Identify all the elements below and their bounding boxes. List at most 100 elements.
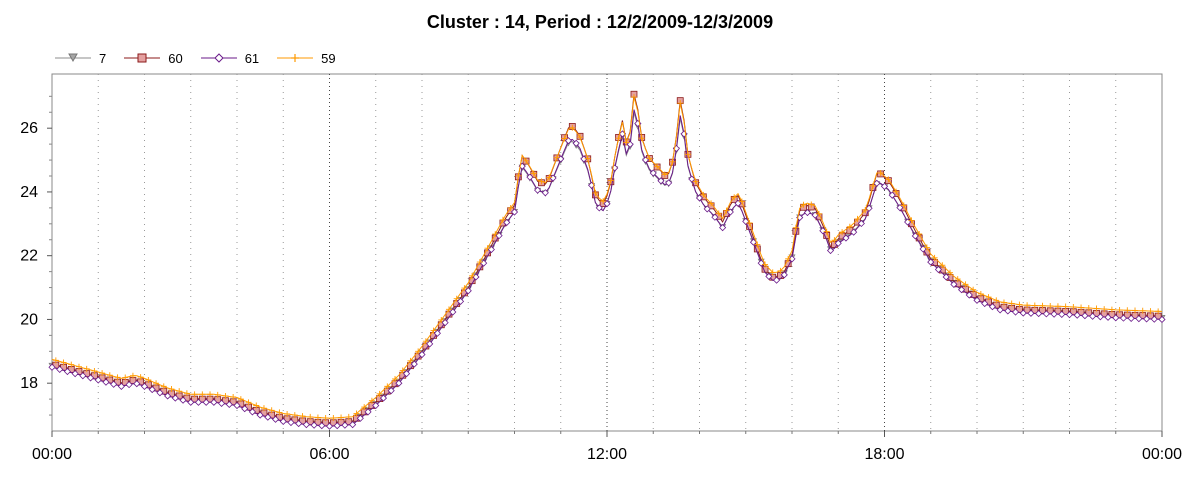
series-point-59 xyxy=(877,169,884,176)
series-point-61 xyxy=(595,204,603,212)
series-point-61 xyxy=(148,385,156,394)
series-point-59 xyxy=(916,231,923,238)
series-point-61 xyxy=(996,306,1004,314)
series-point-59 xyxy=(723,207,730,214)
series-point-61 xyxy=(48,363,56,371)
series-point-61 xyxy=(819,227,827,235)
series-point-61 xyxy=(202,398,210,406)
series-point-61 xyxy=(364,408,372,416)
series-point-59 xyxy=(60,359,67,366)
series-point-61 xyxy=(225,400,233,409)
series-point-59 xyxy=(985,294,992,301)
series-point-59 xyxy=(461,285,468,292)
series-point-61 xyxy=(387,387,395,395)
series-point-61 xyxy=(950,280,958,288)
series-point-59 xyxy=(815,210,822,217)
series-point-61 xyxy=(495,232,503,240)
series-point-61 xyxy=(1158,315,1166,324)
series-point-59 xyxy=(584,155,591,162)
series-point-61 xyxy=(958,286,966,294)
series-point-61 xyxy=(603,200,611,208)
series-point-59 xyxy=(1016,301,1023,308)
series-point-59 xyxy=(600,198,607,205)
legend-swatch-61 xyxy=(200,53,237,63)
series-point-61 xyxy=(1081,312,1089,320)
series-point-61 xyxy=(110,380,118,388)
plot-area xyxy=(51,73,1163,432)
series-point-59 xyxy=(330,414,337,421)
series-point-59 xyxy=(708,200,715,207)
series-point-59 xyxy=(91,367,98,374)
series-point-61 xyxy=(626,140,634,148)
series-point-59 xyxy=(176,388,183,395)
series-point-59 xyxy=(862,206,869,213)
series-point-61 xyxy=(1096,313,1104,321)
series-point-61 xyxy=(703,205,711,213)
series-point-59 xyxy=(114,374,121,381)
series-point-59 xyxy=(484,245,491,252)
series-point-61 xyxy=(56,365,64,373)
legend-item-60: 60 xyxy=(124,51,183,66)
series-point-59 xyxy=(1024,302,1031,309)
series-point-61 xyxy=(464,287,472,295)
series-point-61 xyxy=(1104,313,1112,321)
series-point-61 xyxy=(287,418,295,427)
series-point-59 xyxy=(684,151,691,158)
series-point-59 xyxy=(561,135,568,142)
series-point-61 xyxy=(1050,310,1058,318)
series-point-59 xyxy=(507,204,514,211)
series-point-59 xyxy=(469,272,476,279)
series-point-59 xyxy=(900,202,907,209)
series-point-61 xyxy=(418,350,426,359)
series-point-61 xyxy=(164,392,172,400)
series-point-59 xyxy=(237,396,244,403)
series-point-59 xyxy=(68,361,75,368)
series-point-61 xyxy=(1150,315,1158,323)
series-point-59 xyxy=(253,402,260,409)
series-point-59 xyxy=(214,391,221,398)
series-point-59 xyxy=(492,231,499,238)
series-point-61 xyxy=(927,258,935,266)
series-point-59 xyxy=(1085,305,1092,312)
series-point-61 xyxy=(125,381,133,389)
series-point-59 xyxy=(338,414,345,421)
series-point-59 xyxy=(499,216,506,223)
series-point-61 xyxy=(765,272,773,280)
series-point-61 xyxy=(1065,311,1074,319)
series-point-59 xyxy=(353,410,360,417)
series-point-59 xyxy=(376,390,383,397)
series-point-61 xyxy=(1119,314,1128,322)
series-point-59 xyxy=(715,210,722,217)
series-point-61 xyxy=(688,175,696,183)
series-point-61 xyxy=(826,246,835,255)
series-point-61 xyxy=(873,179,881,187)
series-point-61 xyxy=(649,169,657,177)
series-point-59 xyxy=(970,286,977,293)
series-point-61 xyxy=(94,376,102,384)
series-point-61 xyxy=(241,405,249,413)
series-point-61 xyxy=(1112,314,1120,322)
series-point-61 xyxy=(117,382,125,390)
series-point-59 xyxy=(977,290,984,297)
y-tick-label: 20 xyxy=(20,311,38,328)
series-point-61 xyxy=(541,189,549,197)
series-point-59 xyxy=(322,414,329,421)
series-point-59 xyxy=(1124,307,1131,314)
series-point-61 xyxy=(218,399,226,407)
series-point-61 xyxy=(295,419,303,428)
series-point-59 xyxy=(577,134,584,141)
series-point-59 xyxy=(291,412,298,419)
series-point-61 xyxy=(973,296,981,304)
series-point-59 xyxy=(947,269,954,276)
series-point-59 xyxy=(808,201,815,208)
series-point-59 xyxy=(145,377,152,383)
series-point-61 xyxy=(1042,310,1050,318)
series-point-59 xyxy=(993,297,1000,304)
series-point-61 xyxy=(102,378,110,386)
series-point-59 xyxy=(538,178,545,185)
series-point-59 xyxy=(1054,303,1061,310)
series-point-61 xyxy=(356,414,364,422)
series-point-61 xyxy=(834,239,842,247)
series-point-59 xyxy=(700,191,707,198)
series-point-61 xyxy=(233,401,241,410)
